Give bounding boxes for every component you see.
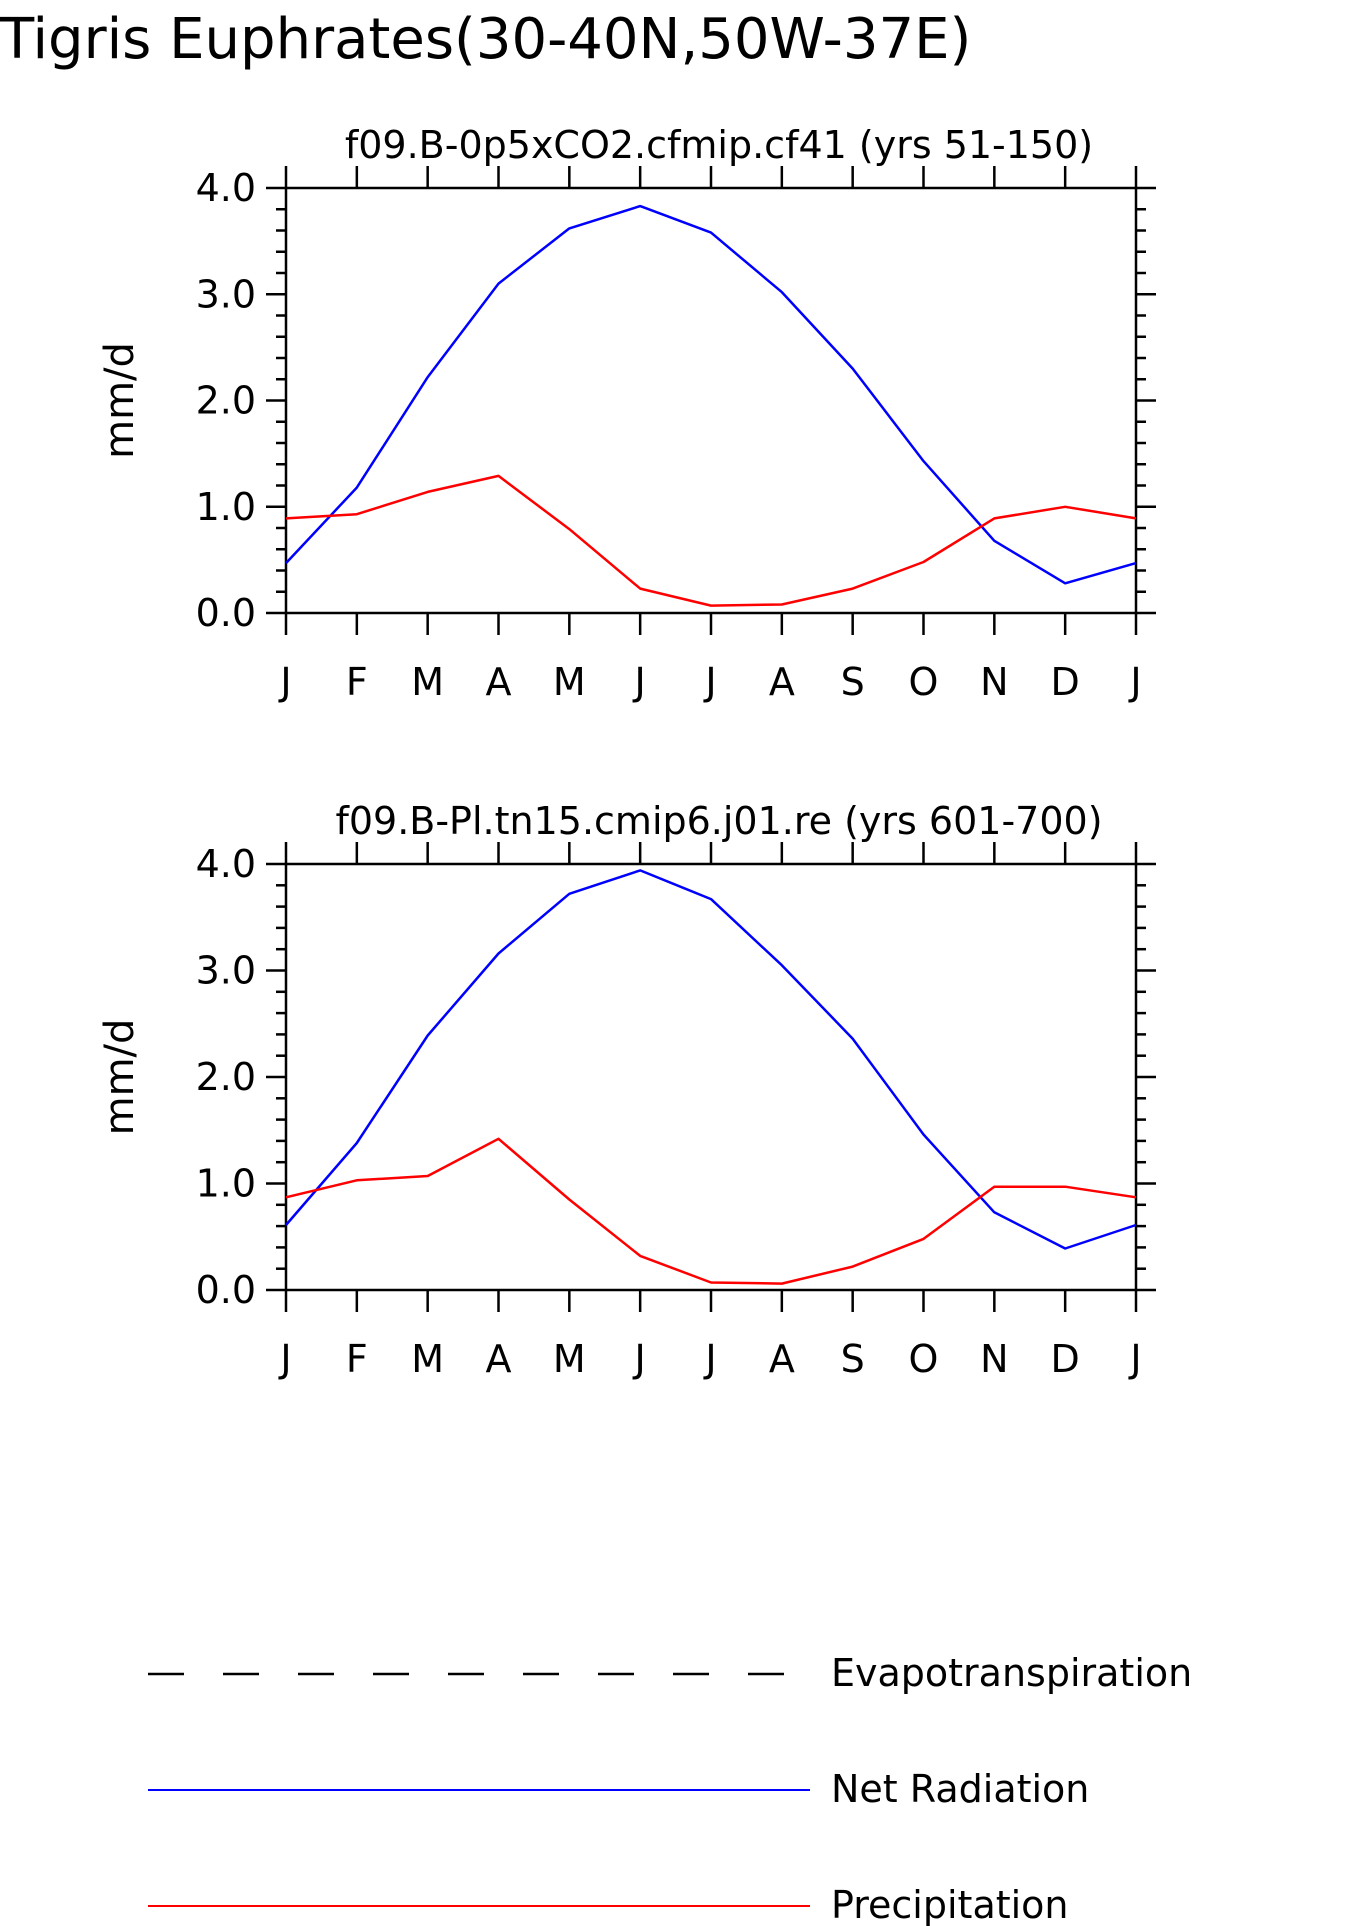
y-tick-label: 1.0 (196, 1162, 256, 1206)
panel-title: f09.B-Pl.tn15.cmip6.j01.re (yrs 601-700) (335, 799, 1102, 843)
x-tick-label: F (346, 1337, 368, 1381)
y-axis-label: mm/d (97, 342, 143, 459)
panel-bottom: f09.B-Pl.tn15.cmip6.j01.re (yrs 601-700)… (97, 799, 1156, 1381)
y-tick-label: 0.0 (196, 1268, 256, 1312)
x-tick-label: O (909, 660, 939, 704)
x-tick-label: J (703, 660, 716, 704)
y-tick-label: 2.0 (196, 1055, 256, 1099)
x-tick-label: N (980, 660, 1008, 704)
x-tick-label: J (703, 1337, 716, 1381)
x-tick-label: J (633, 1337, 646, 1381)
x-tick-label: M (411, 1337, 444, 1381)
y-tick-label: 0.0 (196, 591, 256, 635)
series-line-precipitation (285, 474, 1137, 607)
series-line-net-radiation (285, 204, 1137, 585)
y-tick-label: 4.0 (196, 166, 256, 210)
x-tick-label: A (769, 660, 795, 704)
y-tick-label: 4.0 (196, 842, 256, 886)
y-tick-label: 3.0 (196, 272, 256, 316)
x-tick-label: M (553, 660, 586, 704)
series-line-precipitation (285, 1137, 1137, 1285)
figure-title: Tigris Euphrates(30-40N,50W-37E) (0, 7, 971, 72)
x-tick-label: D (1051, 660, 1080, 704)
x-tick-label: F (346, 660, 368, 704)
legend-precipitation-label: Precipitation (831, 1883, 1069, 1926)
y-axis-label: mm/d (97, 1019, 143, 1136)
y-tick-label: 1.0 (196, 485, 256, 529)
series-line-net-radiation (285, 869, 1137, 1250)
x-tick-label: J (1128, 660, 1141, 704)
x-tick-label: A (769, 1337, 795, 1381)
x-tick-label: A (486, 1337, 512, 1381)
x-tick-label: J (278, 1337, 291, 1381)
legend-evapotranspiration-label: Evapotranspiration (831, 1651, 1192, 1695)
panel-top: f09.B-0p5xCO2.cfmip.cf41 (yrs 51-150) 0.0… (97, 123, 1156, 704)
x-tick-label: N (980, 1337, 1008, 1381)
plot-frame (284, 862, 1138, 1292)
legend-net-radiation-label: Net Radiation (831, 1767, 1089, 1811)
panel-title: f09.B-0p5xCO2.cfmip.cf41 (yrs 51-150) (345, 123, 1093, 167)
x-tick-label: A (486, 660, 512, 704)
legend: Evapotranspiration Net Radiation Precipi… (148, 1651, 1192, 1926)
y-tick-label: 3.0 (196, 949, 256, 993)
x-tick-label: S (841, 660, 865, 704)
x-tick-label: M (411, 660, 444, 704)
y-tick-label: 2.0 (196, 379, 256, 423)
x-tick-label: M (553, 1337, 586, 1381)
x-tick-label: O (909, 1337, 939, 1381)
x-tick-label: J (1128, 1337, 1141, 1381)
x-tick-label: J (633, 660, 646, 704)
x-tick-label: D (1051, 1337, 1080, 1381)
x-tick-label: J (278, 660, 291, 704)
x-tick-label: S (841, 1337, 865, 1381)
